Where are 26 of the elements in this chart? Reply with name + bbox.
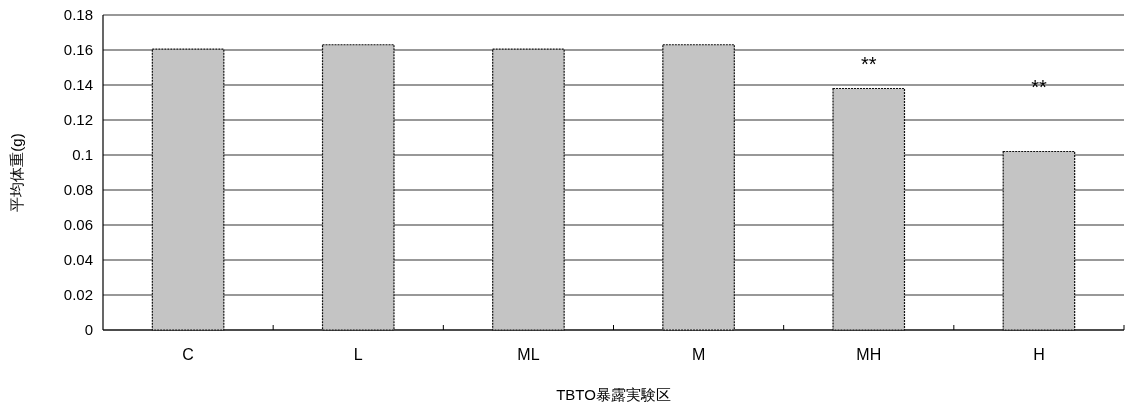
y-axis-title: 平均体重(g) [8,133,25,212]
x-axis-title: TBTO暴露実験区 [556,386,671,403]
bar [151,48,225,331]
bar [662,44,735,331]
annotation: ** [860,52,877,75]
bar [832,87,906,331]
y-tick-label: 0.12 [63,111,93,128]
y-tick-label: 0.06 [63,216,93,233]
y-tick-label: 0 [84,321,93,338]
y-tick-label: 0.04 [63,251,93,268]
x-tick-label: H [1033,346,1045,363]
annotation: ** [1031,75,1047,98]
x-tick-label: ML [517,346,540,363]
x-tick-label: C [182,346,194,363]
y-tick-label: 0.08 [63,181,93,198]
y-tick-label: 0.1 [72,146,93,163]
y-tick-label: 0.18 [63,6,93,23]
y-tick-label: 0.16 [63,41,93,58]
x-tick-label: L [353,346,363,363]
y-tick-label: 0.14 [63,76,93,93]
bar [321,44,395,331]
bar [1002,150,1076,331]
x-tick-label: M [691,346,706,363]
y-tick-label: 0.02 [63,286,93,303]
x-tick-label: MH [856,346,882,363]
bar [492,48,565,331]
